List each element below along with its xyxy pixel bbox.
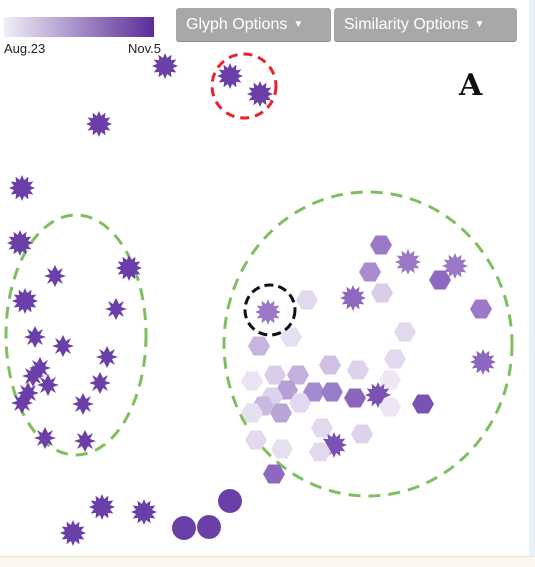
- glyph-hexagon[interactable]: [311, 418, 333, 438]
- glyph-hexagon[interactable]: [470, 299, 492, 319]
- glyph-hexagon[interactable]: [319, 355, 341, 375]
- glyph-star[interactable]: [152, 53, 178, 79]
- glyph-star[interactable]: [395, 249, 421, 275]
- glyph-hexagon[interactable]: [241, 371, 263, 391]
- glyph-star[interactable]: [86, 111, 112, 137]
- glyph-star[interactable]: [255, 299, 281, 325]
- similarity-options-label: Similarity Options: [344, 16, 469, 33]
- glyph-hexagon[interactable]: [429, 270, 451, 290]
- black-highlight-circle: [243, 283, 297, 337]
- glyph-hexagon[interactable]: [370, 235, 392, 255]
- right-edge-strip: [529, 0, 535, 566]
- caret-down-icon: ▼: [293, 19, 304, 30]
- glyph-star[interactable]: [218, 489, 242, 513]
- glyph-star[interactable]: [12, 288, 38, 314]
- glyph-star[interactable]: [11, 392, 33, 414]
- glyph-star[interactable]: [131, 499, 157, 525]
- glyph-star[interactable]: [60, 520, 86, 546]
- glyph-hexagon[interactable]: [296, 290, 318, 310]
- glyph-options-button[interactable]: Glyph Options ▼: [176, 8, 331, 42]
- glyph-star[interactable]: [197, 515, 221, 539]
- glyph-star[interactable]: [105, 298, 127, 320]
- glyph-star[interactable]: [44, 265, 66, 287]
- glyph-star[interactable]: [247, 81, 273, 107]
- date-color-legend: [4, 17, 154, 37]
- panel-label: A: [459, 68, 483, 103]
- glyph-star[interactable]: [470, 349, 496, 375]
- glyph-star[interactable]: [9, 175, 35, 201]
- glyph-hexagon[interactable]: [371, 283, 393, 303]
- glyph-options-label: Glyph Options: [186, 16, 288, 33]
- glyph-hexagon[interactable]: [351, 424, 373, 444]
- glyph-hexagon[interactable]: [394, 322, 416, 342]
- legend-end-label: Nov.5: [128, 41, 161, 56]
- right-cluster-outline: [222, 190, 514, 498]
- glyph-hexagon[interactable]: [271, 439, 293, 459]
- glyph-star[interactable]: [89, 372, 111, 394]
- glyph-star[interactable]: [34, 427, 56, 449]
- glyph-star[interactable]: [172, 516, 196, 540]
- glyph-star[interactable]: [89, 494, 115, 520]
- glyph-star[interactable]: [7, 230, 33, 256]
- glyph-star[interactable]: [217, 63, 243, 89]
- glyph-hexagon[interactable]: [347, 360, 369, 380]
- glyph-star[interactable]: [74, 430, 96, 452]
- glyph-star[interactable]: [37, 374, 59, 396]
- glyph-star[interactable]: [72, 393, 94, 415]
- glyph-star[interactable]: [24, 326, 46, 348]
- glyph-hexagon[interactable]: [321, 382, 343, 402]
- legend-start-label: Aug.23: [4, 41, 46, 56]
- footer-strip: [0, 556, 535, 567]
- glyph-star[interactable]: [340, 285, 366, 311]
- glyph-star[interactable]: [96, 346, 118, 368]
- glyph-hexagon[interactable]: [359, 262, 381, 282]
- similarity-options-button[interactable]: Similarity Options ▼: [334, 8, 517, 42]
- caret-down-icon: ▼: [474, 19, 485, 30]
- red-highlight-circle: [210, 52, 278, 120]
- glyph-hexagon[interactable]: [280, 327, 302, 347]
- glyph-star[interactable]: [22, 365, 44, 387]
- glyph-hexagon[interactable]: [412, 394, 434, 414]
- glyph-star[interactable]: [52, 335, 74, 357]
- glyph-hexagon[interactable]: [248, 336, 270, 356]
- glyph-hexagon[interactable]: [384, 349, 406, 369]
- left-cluster-outline: [4, 213, 148, 457]
- glyph-hexagon[interactable]: [344, 388, 366, 408]
